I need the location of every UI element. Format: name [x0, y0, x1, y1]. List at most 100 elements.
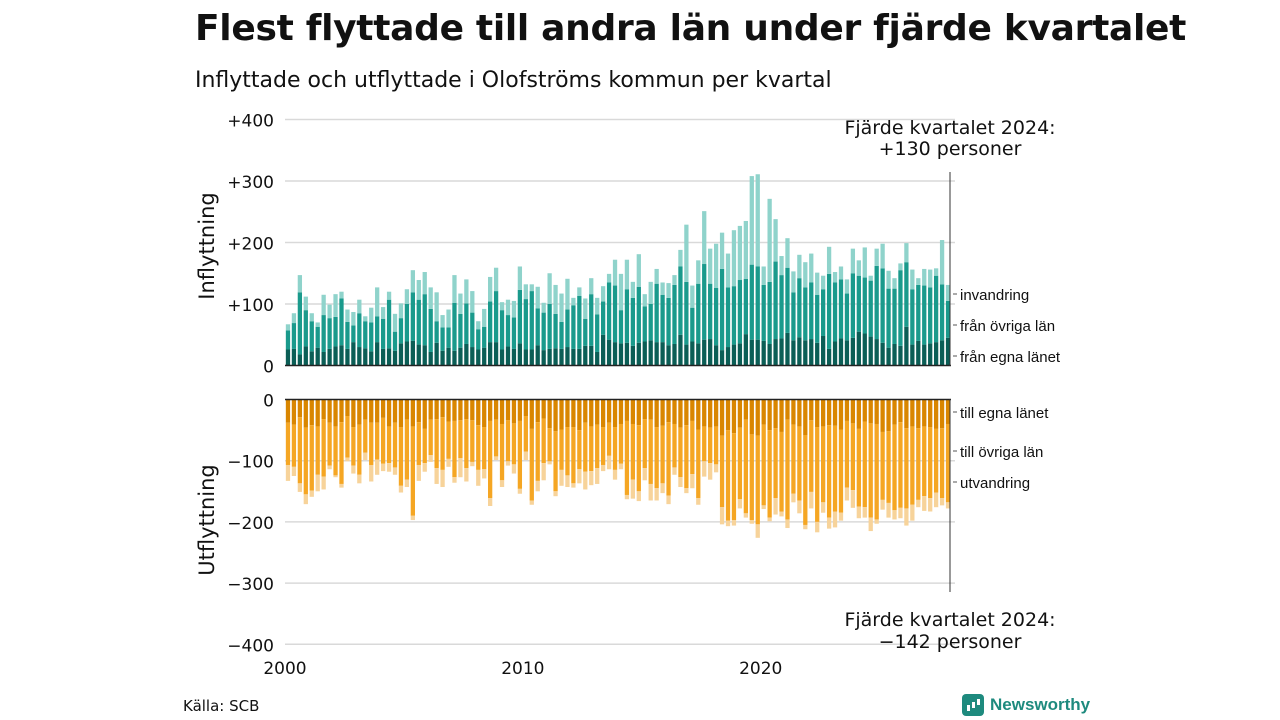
bar-out-egna: [862, 399, 867, 422]
bar-in-egna: [327, 348, 332, 366]
bar-in-invandring: [844, 279, 850, 294]
bar-in-invandring: [648, 281, 653, 304]
bar-in-invandring: [446, 309, 451, 328]
bar-in-ovriga: [868, 280, 873, 337]
bar-out-utvandring: [612, 469, 618, 480]
bar-out-ovriga: [380, 417, 386, 464]
bar-in-ovriga: [345, 321, 350, 349]
bar-in-ovriga: [523, 299, 528, 350]
bar-in-egna: [422, 345, 427, 366]
bar-in-ovriga: [821, 289, 826, 336]
bar-in-ovriga: [916, 284, 921, 341]
bar-in-egna: [476, 349, 481, 366]
bar-out-utvandring: [844, 487, 850, 501]
bar-out-egna: [880, 399, 885, 432]
bar-in-egna: [600, 334, 606, 366]
bar-out-utvandring: [386, 463, 392, 472]
bar-in-ovriga: [678, 266, 683, 335]
bar-in-ovriga: [577, 296, 582, 349]
bar-out-utvandring: [523, 451, 528, 461]
bar-out-utvandring: [600, 464, 606, 472]
bar-out-egna: [773, 399, 778, 429]
bar-in-egna: [553, 348, 558, 366]
bar-out-egna: [618, 399, 624, 424]
y-tick-label: 0: [263, 358, 274, 378]
bar-out-egna: [630, 399, 636, 424]
bar-in-invandring: [380, 307, 386, 319]
bar-in-egna: [642, 341, 647, 366]
bar-out-utvandring: [571, 483, 576, 488]
bar-in-ovriga: [297, 292, 303, 355]
bar-in-ovriga: [856, 275, 861, 332]
bar-in-invandring: [624, 259, 630, 290]
bar-out-egna: [874, 399, 879, 424]
bar-out-ovriga: [749, 434, 754, 521]
bar-out-egna: [577, 399, 582, 431]
bar-out-ovriga: [624, 420, 630, 495]
bar-out-egna: [380, 399, 386, 418]
bar-in-invandring: [868, 275, 873, 281]
bar-in-ovriga: [880, 268, 885, 343]
bar-out-egna: [595, 399, 600, 425]
bar-in-egna: [892, 343, 897, 366]
bar-out-utvandring: [517, 488, 523, 494]
bar-in-ovriga: [493, 291, 499, 343]
bar-in-egna: [571, 348, 576, 366]
bar-out-ovriga: [583, 422, 588, 472]
bar-out-egna: [285, 399, 291, 423]
bar-out-egna: [779, 399, 784, 432]
bar-out-egna: [303, 399, 308, 428]
bar-out-ovriga: [571, 427, 576, 484]
bar-out-ovriga: [945, 423, 951, 503]
bar-out-egna: [488, 399, 493, 421]
bar-out-ovriga: [535, 422, 540, 481]
bar-in-egna: [933, 342, 939, 366]
source-note: Källa: SCB: [183, 697, 260, 715]
bar-out-ovriga: [428, 419, 433, 456]
bar-out-ovriga: [832, 425, 838, 512]
bar-out-ovriga: [416, 422, 421, 465]
bar-out-ovriga: [803, 435, 808, 525]
bar-out-egna: [898, 399, 903, 423]
bar-out-egna: [345, 399, 350, 417]
bar-out-utvandring: [642, 468, 647, 481]
bar-in-ovriga: [339, 298, 344, 346]
bar-out-utvandring: [945, 502, 951, 509]
bar-out-egna: [916, 399, 921, 429]
bar-out-utvandring: [892, 510, 897, 520]
bar-in-invandring: [357, 299, 362, 314]
bar-in-ovriga: [713, 288, 719, 346]
bar-out-egna: [702, 399, 707, 427]
bar-in-ovriga: [618, 310, 624, 344]
bar-out-ovriga: [690, 420, 695, 475]
bar-out-utvandring: [690, 474, 695, 489]
bar-out-egna: [392, 399, 398, 423]
bar-out-ovriga: [595, 424, 600, 469]
bar-out-utvandring: [529, 500, 534, 505]
bar-in-egna: [797, 337, 802, 366]
bar-in-egna: [939, 340, 945, 366]
bar-in-invandring: [939, 240, 945, 285]
bar-out-utvandring: [476, 469, 481, 486]
bar-in-egna: [731, 344, 737, 366]
bar-out-utvandring: [713, 464, 719, 473]
bar-out-egna: [832, 399, 838, 426]
bar-out-egna: [523, 399, 528, 417]
bar-in-egna: [297, 354, 303, 366]
bar-out-utvandring: [773, 498, 778, 515]
bar-out-egna: [505, 399, 511, 421]
bar-in-egna: [363, 348, 368, 366]
bar-in-invandring: [719, 232, 725, 269]
bar-out-utvandring: [577, 469, 582, 484]
bar-out-utvandring: [666, 495, 671, 505]
bar-in-ovriga: [660, 294, 665, 343]
bar-in-egna: [737, 343, 743, 366]
bar-out-utvandring: [767, 517, 772, 522]
bar-in-egna: [523, 349, 528, 366]
bar-in-invandring: [434, 292, 439, 322]
bar-out-egna: [708, 399, 713, 428]
bar-out-utvandring: [826, 517, 832, 529]
bar-out-ovriga: [458, 420, 463, 459]
newsworthy-logo[interactable]: Newsworthy: [962, 694, 1090, 716]
bar-in-ovriga: [648, 304, 653, 341]
